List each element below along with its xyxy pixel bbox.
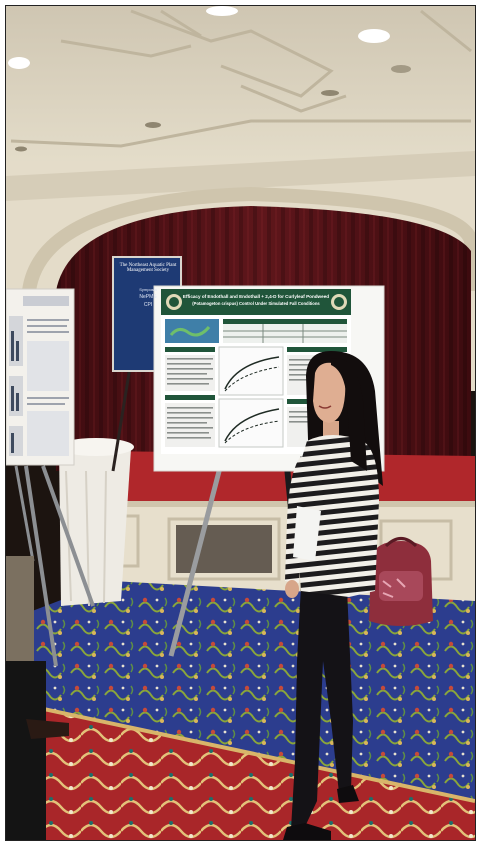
presenter-neck xyxy=(323,421,339,439)
stage-vent xyxy=(176,525,272,573)
methods-heading-bar xyxy=(165,395,215,400)
main-poster-title-bar xyxy=(161,289,351,315)
presenter xyxy=(283,351,383,840)
back-poster-line1: Symposia xyxy=(139,286,157,292)
ceiling-lights xyxy=(8,6,411,152)
left-poster-content xyxy=(9,296,69,456)
presenter-hair-front xyxy=(331,358,367,471)
bystander-left xyxy=(6,556,69,840)
presenter-paper xyxy=(293,506,321,561)
backpack xyxy=(369,537,433,626)
stage-panel-center xyxy=(167,517,281,581)
poster-chart-bottom xyxy=(218,398,284,448)
back-poster-title: The Northeast Aquatic Plant Management S… xyxy=(119,263,177,274)
runner-border xyxy=(6,699,475,803)
left-poster-easel xyxy=(14,465,95,667)
presenter-shoe-right xyxy=(337,785,359,803)
main-poster-title-line2: (Potamogeton crispus) Control Under Simu… xyxy=(192,300,320,306)
stage-arch xyxy=(22,186,475,293)
carpet-runner xyxy=(6,701,475,840)
presenter-hand xyxy=(285,580,299,598)
main-poster-title: Efficacy of Endothall and Endothall + 2,… xyxy=(176,291,336,315)
results-heading-bar xyxy=(287,347,347,352)
presenter-smile xyxy=(318,405,332,409)
main-poster-title-line1: Efficacy of Endothall and Endothall + 2,… xyxy=(182,294,330,299)
back-poster-line3: CPI xyxy=(143,301,153,308)
photo-frame: The Northeast Aquatic Plant Management S… xyxy=(5,5,476,841)
intro-heading-bar xyxy=(165,347,215,352)
methods-text-block xyxy=(165,403,215,447)
presenter-shoe-left xyxy=(283,823,331,840)
back-poster-line2: NePMS xyxy=(139,293,157,300)
right-logo-inner xyxy=(334,297,344,307)
wall-molding xyxy=(6,151,475,201)
conference-photo xyxy=(6,6,475,840)
presenter-pants xyxy=(291,586,353,831)
back-poster-text: The Northeast Aquatic Plant Management S… xyxy=(115,259,181,369)
ceiling-coffers xyxy=(10,9,472,148)
poster-chart-top xyxy=(218,346,284,396)
presenter-striped-top xyxy=(297,435,379,597)
left-logo-inner xyxy=(169,297,179,307)
